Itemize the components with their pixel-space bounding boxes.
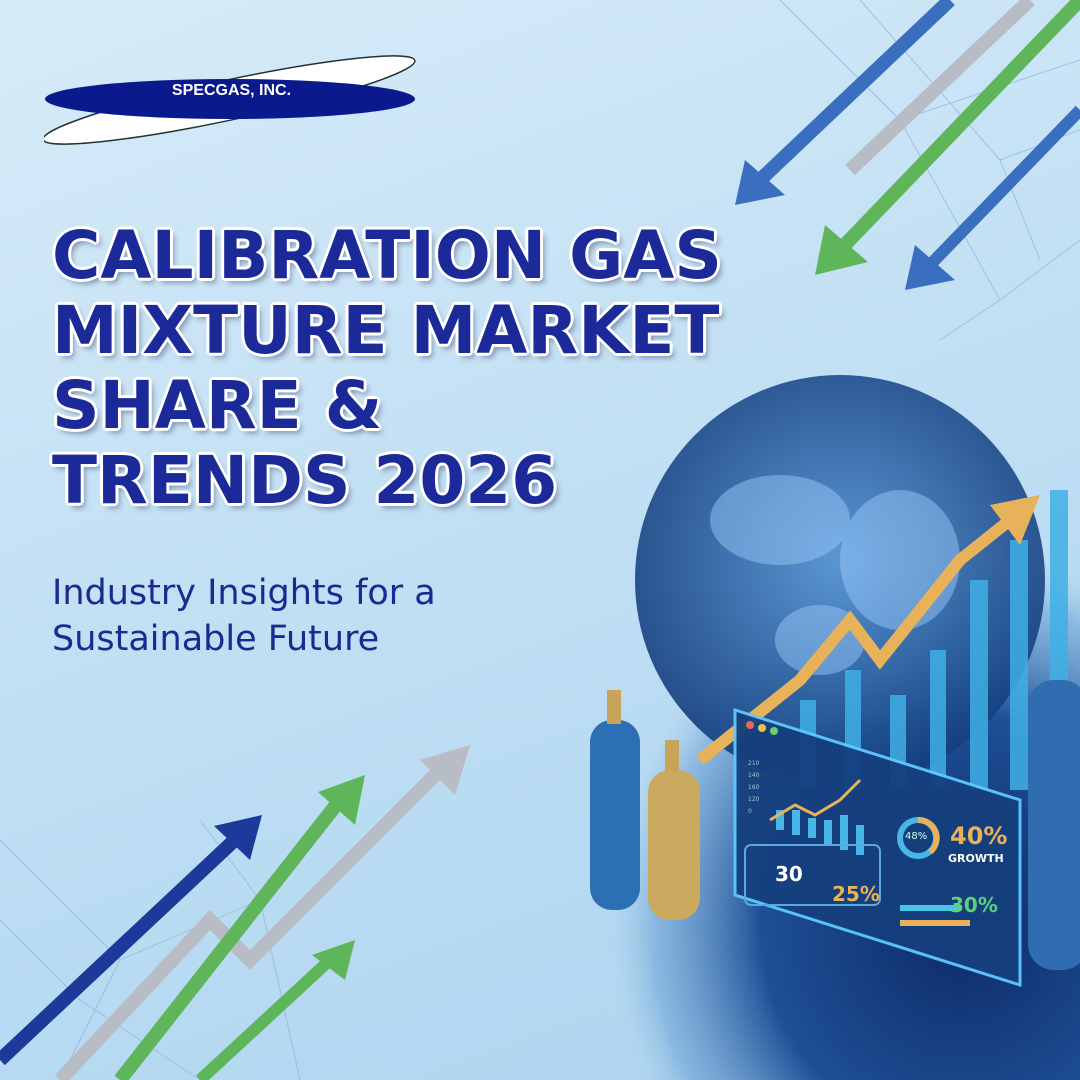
subtitle: Industry Insights for a Sustainable Futu…	[52, 570, 436, 662]
logo-text: SPECGAS, INC.	[171, 82, 292, 99]
title-line: MIXTURE MARKET	[52, 292, 720, 369]
title-line: CALIBRATION GAS	[52, 217, 722, 294]
dashboard-panel	[733, 707, 1022, 988]
page-title: CALIBRATION GAS MIXTURE MARKET SHARE & T…	[52, 218, 722, 518]
down-arrows	[735, 0, 1080, 290]
gas-cylinders	[590, 680, 1080, 970]
axis-tick: 210	[748, 760, 760, 767]
axis-tick: 140	[748, 772, 760, 779]
specgas-logo: SPECGAS, INC.	[42, 48, 419, 156]
growth-label: GROWTH	[948, 852, 1004, 865]
axis-tick: 120	[748, 796, 760, 803]
stat-30: 30	[775, 862, 803, 886]
subtitle-line: Sustainable Future	[52, 619, 380, 659]
title-line: TRENDS 2026	[52, 442, 558, 519]
stat-25: 25%	[832, 882, 880, 906]
axis-tick: 160	[748, 784, 760, 791]
axis-ticks: 210 140 160 120 0	[748, 758, 759, 818]
donut-label: 48%	[905, 831, 928, 842]
small-gauge-label: F5%	[532, 710, 554, 721]
growth-value: 40%	[950, 822, 1008, 850]
axis-tick: 0	[748, 808, 752, 815]
logo-graphic	[42, 55, 416, 145]
up-arrows	[0, 745, 470, 1080]
title-line: SHARE &	[52, 367, 383, 444]
subtitle-line: Industry Insights for a	[52, 573, 436, 613]
stat-30-percent: 30%	[950, 893, 998, 917]
